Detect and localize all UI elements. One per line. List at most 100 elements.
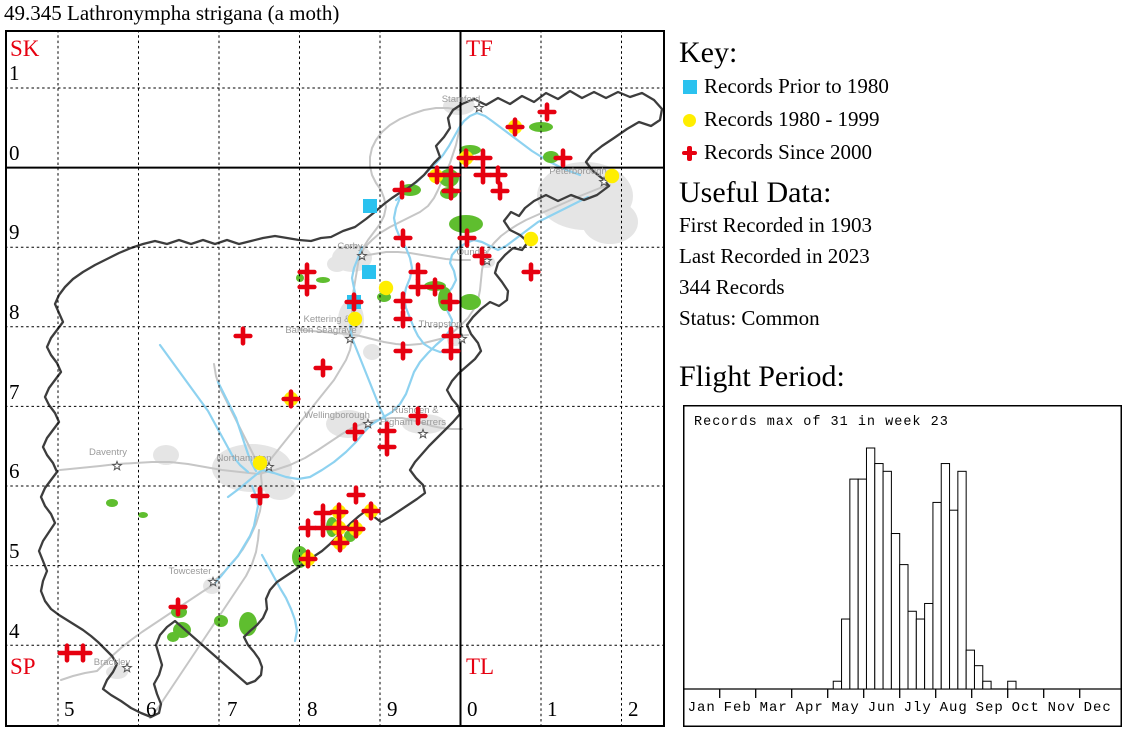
os-grid-lines [5,30,665,727]
row-label: 5 [9,539,20,563]
woodland-patch [296,274,304,282]
town-label: Thrapston [419,319,462,330]
col-label: 8 [307,697,318,721]
month-label: Jun [868,700,896,716]
marker-since-2000 [490,181,510,201]
town-label: Barton Seagrave [285,325,356,336]
flight-bar-week-21 [849,478,859,690]
marker-since-2000 [298,549,318,569]
key-item-since-2000: Records Since 2000 [679,136,889,169]
cross-marker-icon [679,145,701,161]
col-label: 1 [547,697,558,721]
marker-since-2000 [393,341,413,361]
urban-area [153,445,179,465]
marker-since-2000 [298,518,318,538]
rivers [158,111,590,643]
marker-since-2000 [313,358,333,378]
county-boundary-outline [37,89,664,719]
river-line [260,553,299,643]
flight-bar-week-37 [982,680,992,690]
flight-bar-week-20 [841,618,851,690]
woodland-patch [459,294,481,310]
flight-bar-week-32 [940,463,951,690]
flight-bar-week-29 [915,618,926,690]
month-label: Jly [904,700,932,716]
river-line [212,484,260,586]
marker-since-2000 [313,518,333,538]
marker-since-2000 [456,148,476,168]
month-label: May [832,700,860,716]
marker-since-2000 [393,291,413,311]
square-marker-icon [679,79,701,95]
town-label: Daventry [89,447,127,458]
marker-since-2000 [505,117,525,137]
row-label: 1 [9,61,20,85]
row-label: 7 [9,380,20,404]
month-label: Dec [1084,700,1112,716]
marker-1980-1999 [523,231,539,247]
corner-letter-sp: SP [10,654,36,679]
marker-since-2000 [537,102,557,122]
marker-since-2000 [408,406,428,426]
flight-bar-week-28 [907,610,917,690]
marker-since-2000 [408,262,428,282]
circle-marker-icon [679,112,701,128]
marker-since-2000 [521,262,541,282]
col-label: 0 [467,697,478,721]
town-star-icon [417,427,429,439]
col-label: 2 [628,697,639,721]
marker-since-2000 [250,486,270,506]
road-line [362,107,462,249]
marker-since-2000 [57,643,77,663]
first-recorded-line: First Recorded in 1903 [679,213,873,237]
town-label: Brackley [94,657,131,668]
marker-since-2000 [473,148,493,168]
page-title: 49.345 Lathronympha strigana (a moth) [4,1,340,25]
flight-bar-week-30 [924,602,934,690]
key-item-label: Records Prior to 1980 [704,74,889,98]
marker-since-2000 [377,437,397,457]
marker-since-2000 [488,165,508,185]
flight-period-panel: Flight Period: [679,360,845,394]
marker-since-2000 [408,277,428,297]
town-label: Stamford [442,94,481,105]
marker-since-2000 [441,165,461,185]
marker-pre-1980 [363,199,377,213]
marker-1980-1999 [378,280,394,296]
town-star-icon [344,332,356,344]
month-label: Oct [1012,700,1040,716]
row-label: 0 [9,141,20,165]
river-line [158,343,250,474]
woodland-patch [167,632,179,642]
row-label: 4 [9,619,20,643]
key-panel: Key: Records Prior to 1980 Records 1980 … [679,36,889,169]
marker-since-2000 [168,597,188,617]
record-count-line: 344 Records [679,275,785,299]
river-line [226,195,590,499]
useful-data-heading: Useful Data: [679,176,832,209]
col-label: 7 [227,697,238,721]
marker-since-2000 [392,180,412,200]
flight-bar-week-19 [832,680,843,690]
marker-since-2000 [441,181,461,201]
urban-area [582,200,638,244]
marker-since-2000 [345,422,365,442]
marker-since-2000 [297,277,317,297]
map-frame [5,30,665,727]
town-star-icon [121,661,133,673]
marker-since-2000 [346,485,366,505]
woodland-patch [316,277,330,283]
row-label: 6 [9,459,20,483]
woodland-patch [138,512,148,518]
marker-since-2000 [473,165,493,185]
corner-letter-tl: TL [466,654,494,679]
town-labels: Stamford Peterborough Corby Oundle Kettering… [89,94,610,673]
marker-since-2000 [457,228,477,248]
record-markers [57,102,620,663]
status-line: Status: Common [679,306,820,330]
marker-since-2000 [313,503,333,523]
key-heading: Key: [679,36,738,69]
flight-bar-week-36 [973,665,984,690]
month-label: Nov [1048,700,1076,716]
marker-since-2000 [440,292,460,312]
